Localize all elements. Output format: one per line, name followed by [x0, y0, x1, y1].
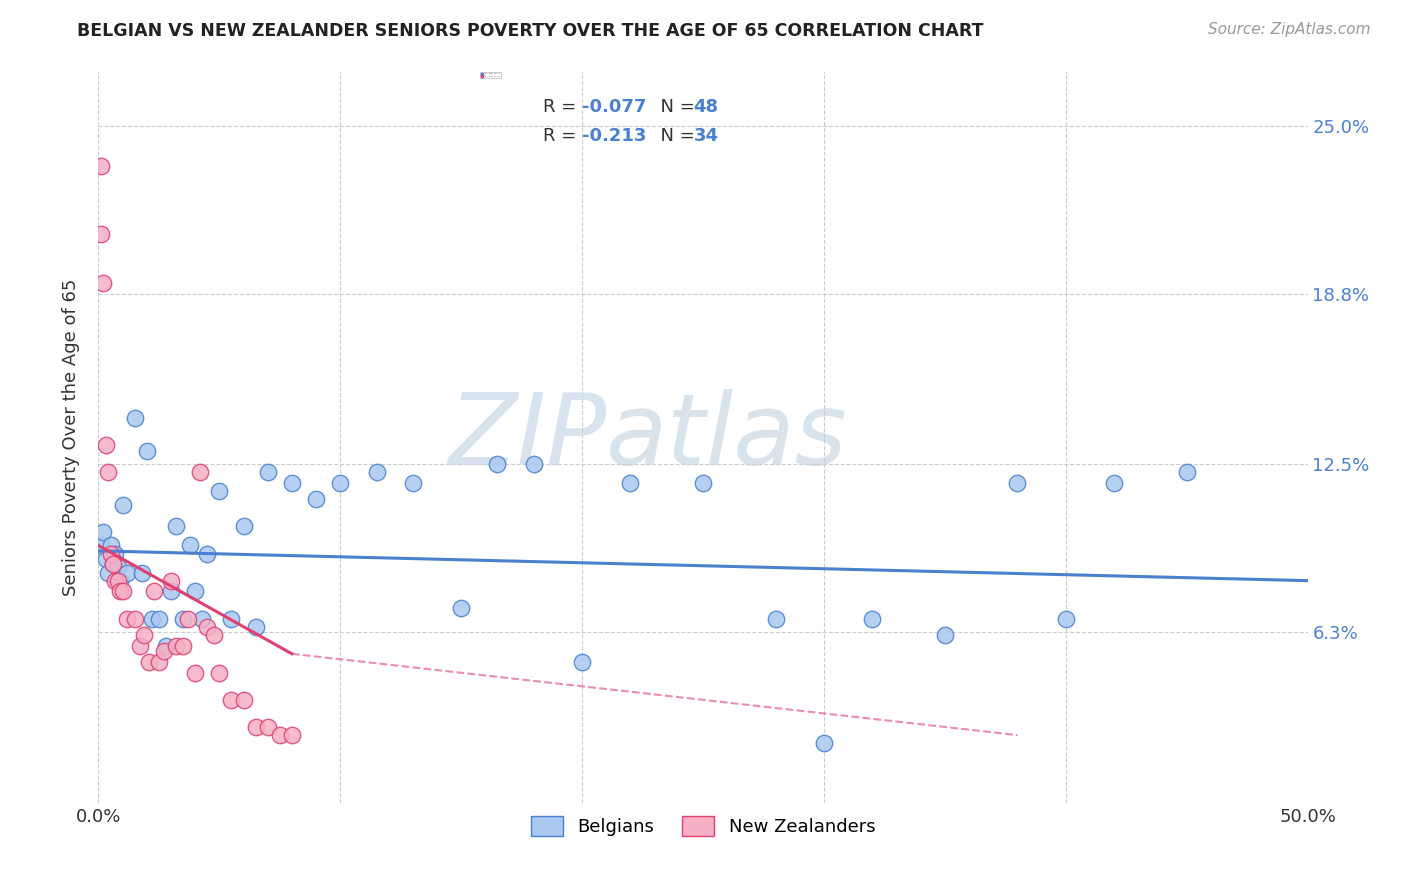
Point	[188, 465, 211, 479]
Point	[860, 611, 883, 625]
Point	[165, 639, 187, 653]
Point	[256, 465, 278, 479]
Point	[184, 665, 207, 680]
Point	[172, 639, 194, 653]
Point	[245, 720, 267, 734]
Point	[765, 611, 787, 625]
Point	[256, 720, 278, 734]
Point	[131, 566, 153, 580]
Point	[692, 476, 714, 491]
Point	[107, 560, 129, 574]
Point	[571, 655, 593, 669]
Point	[305, 492, 328, 507]
Point	[124, 411, 146, 425]
Text: R =: R =	[543, 127, 582, 145]
Point	[160, 584, 183, 599]
Point	[100, 538, 122, 552]
Point	[108, 574, 131, 588]
Point	[191, 611, 214, 625]
Point	[179, 538, 201, 552]
Point	[91, 524, 114, 539]
Point	[184, 584, 207, 599]
Point	[619, 476, 641, 491]
Point	[90, 227, 112, 241]
Point	[101, 558, 124, 572]
Point	[1007, 476, 1029, 491]
Text: atlas: atlas	[606, 389, 848, 485]
Point	[221, 611, 243, 625]
Point	[486, 457, 509, 471]
Point	[245, 620, 267, 634]
Point	[523, 457, 546, 471]
Point	[141, 611, 163, 625]
Point	[450, 600, 472, 615]
Point	[138, 655, 160, 669]
Point	[94, 552, 117, 566]
Point	[104, 574, 127, 588]
Point	[117, 566, 139, 580]
Point	[108, 584, 131, 599]
Text: -0.213: -0.213	[582, 127, 647, 145]
Point	[90, 159, 112, 173]
Legend: Belgians, New Zealanders: Belgians, New Zealanders	[522, 807, 884, 845]
Point	[281, 728, 304, 742]
Point	[160, 574, 183, 588]
Point	[111, 584, 134, 599]
Point	[152, 644, 174, 658]
Point	[366, 465, 388, 479]
Point	[1175, 465, 1198, 479]
Point	[94, 438, 117, 452]
Point	[91, 276, 114, 290]
Text: N =: N =	[648, 127, 700, 145]
Point	[269, 728, 291, 742]
Point	[232, 693, 254, 707]
Point	[143, 584, 166, 599]
Point	[134, 628, 156, 642]
Point	[155, 639, 177, 653]
Point	[934, 628, 956, 642]
Text: R =: R =	[543, 98, 582, 116]
Point	[97, 566, 120, 580]
Text: BELGIAN VS NEW ZEALANDER SENIORS POVERTY OVER THE AGE OF 65 CORRELATION CHART: BELGIAN VS NEW ZEALANDER SENIORS POVERTY…	[77, 22, 984, 40]
Point	[402, 476, 425, 491]
Point	[117, 611, 139, 625]
Point	[100, 547, 122, 561]
Point	[107, 574, 129, 588]
Point	[1102, 476, 1125, 491]
Point	[329, 476, 352, 491]
Point	[208, 484, 231, 499]
Text: Source: ZipAtlas.com: Source: ZipAtlas.com	[1208, 22, 1371, 37]
Point	[195, 547, 218, 561]
Point	[148, 611, 170, 625]
Point	[111, 498, 134, 512]
Point	[204, 628, 226, 642]
Point	[90, 538, 112, 552]
Point	[813, 736, 835, 750]
Point	[281, 476, 304, 491]
Point	[101, 558, 124, 572]
Point	[104, 547, 127, 561]
Point	[97, 465, 120, 479]
Text: 48: 48	[693, 98, 718, 116]
Point	[232, 519, 254, 533]
Point	[221, 693, 243, 707]
Point	[208, 665, 231, 680]
Point	[128, 639, 150, 653]
Point	[165, 519, 187, 533]
Point	[172, 611, 194, 625]
Point	[1054, 611, 1077, 625]
Text: ZIP: ZIP	[449, 389, 606, 485]
Point	[177, 611, 200, 625]
Text: N =: N =	[648, 98, 700, 116]
Y-axis label: Seniors Poverty Over the Age of 65: Seniors Poverty Over the Age of 65	[62, 278, 80, 596]
Text: 34: 34	[693, 127, 718, 145]
Point	[124, 611, 146, 625]
Point	[195, 620, 218, 634]
Point	[148, 655, 170, 669]
Text: -0.077: -0.077	[582, 98, 647, 116]
Point	[135, 443, 157, 458]
